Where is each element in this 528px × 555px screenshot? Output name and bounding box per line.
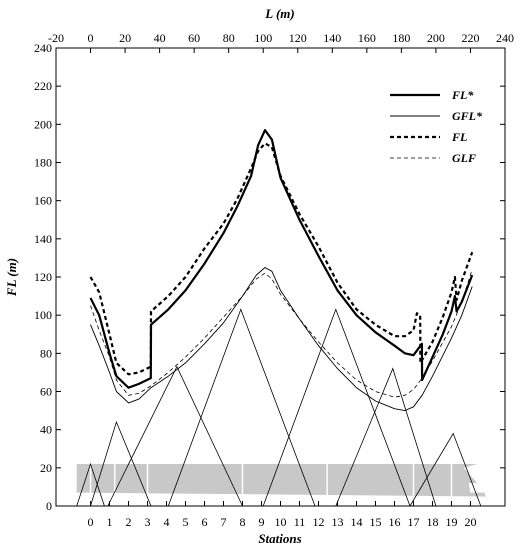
legend: FL* GFL* FL GLF	[390, 88, 483, 165]
station-label-3: 3	[145, 515, 151, 529]
triangle-5	[335, 367, 437, 507]
triangle-0	[76, 462, 105, 507]
triangle-layer	[76, 308, 482, 507]
station-label-2: 2	[126, 515, 132, 529]
x-tick-top-label-5: 80	[223, 31, 235, 45]
y-tick-label-1: 20	[40, 461, 52, 475]
y-tick-label-12: 240	[34, 41, 52, 55]
station-label-17: 17	[407, 515, 419, 529]
series-line-1	[90, 267, 473, 412]
y-axis-title: FL (m)	[4, 258, 19, 297]
x-tick-top-label-6: 100	[254, 31, 272, 45]
x-tick-top-label-3: 40	[154, 31, 166, 45]
station-label-8: 8	[240, 515, 246, 529]
x-tick-top-label-1: 0	[88, 31, 94, 45]
triangle-3	[167, 308, 316, 507]
y-tick-label-0: 0	[46, 499, 52, 513]
y-tick-label-4: 80	[40, 346, 52, 360]
triangle-2	[107, 365, 243, 507]
station-label-13: 13	[331, 515, 343, 529]
plot-frame	[55, 47, 506, 507]
x-tick-top-label-9: 160	[358, 31, 376, 45]
x-tick-top-label-11: 200	[427, 31, 445, 45]
y-tick-label-7: 140	[34, 232, 52, 246]
y-tick-label-2: 40	[40, 423, 52, 437]
y-tick-label-6: 120	[34, 270, 52, 284]
y-tick-label-11: 220	[34, 79, 52, 93]
x-tick-top-label-7: 120	[289, 31, 307, 45]
legend-label-0: FL*	[451, 88, 474, 102]
x-tick-top-label-13: 240	[496, 31, 514, 45]
station-label-20: 20	[464, 515, 476, 529]
x-tick-top-label-0: -20	[48, 31, 64, 45]
series-layer	[89, 129, 474, 412]
x-axis-title-top: L (m)	[264, 6, 294, 21]
y-tick-label-8: 160	[34, 194, 52, 208]
y-tick-label-5: 100	[34, 308, 52, 322]
x-tick-top-label-10: 180	[392, 31, 410, 45]
station-label-12: 12	[312, 515, 324, 529]
station-label-9: 9	[259, 515, 265, 529]
station-label-6: 6	[202, 515, 208, 529]
triangle-6	[409, 432, 482, 507]
y-tick-label-3: 60	[40, 385, 52, 399]
triangle-1	[90, 420, 152, 507]
station-label-14: 14	[350, 515, 362, 529]
hull-shape	[76, 464, 486, 497]
legend-label-3: GLF	[452, 151, 476, 165]
series-line-2	[89, 142, 474, 376]
triangle-4	[262, 308, 411, 507]
x-tick-top-label-8: 140	[323, 31, 341, 45]
station-label-10: 10	[275, 515, 287, 529]
station-label-19: 19	[445, 515, 457, 529]
y-tick-label-10: 200	[34, 117, 52, 131]
hull-layer	[76, 460, 486, 506]
x-tick-top-label-2: 20	[119, 31, 131, 45]
x-axis-title-bottom: Stations	[258, 531, 301, 546]
station-label-11: 11	[294, 515, 306, 529]
legend-label-2: FL	[451, 130, 467, 144]
station-label-1: 1	[107, 515, 113, 529]
series-line-3	[90, 269, 473, 398]
x-tick-top-label-4: 60	[188, 31, 200, 45]
station-label-18: 18	[426, 515, 438, 529]
station-label-16: 16	[388, 515, 400, 529]
x-tick-top-label-12: 220	[461, 31, 479, 45]
station-label-7: 7	[221, 515, 227, 529]
legend-label-1: GFL*	[452, 109, 483, 123]
station-label-5: 5	[183, 515, 189, 529]
station-label-0: 0	[88, 515, 94, 529]
series-line-0	[89, 129, 474, 389]
station-label-15: 15	[369, 515, 381, 529]
station-label-4: 4	[164, 515, 170, 529]
y-tick-label-9: 180	[34, 156, 52, 170]
